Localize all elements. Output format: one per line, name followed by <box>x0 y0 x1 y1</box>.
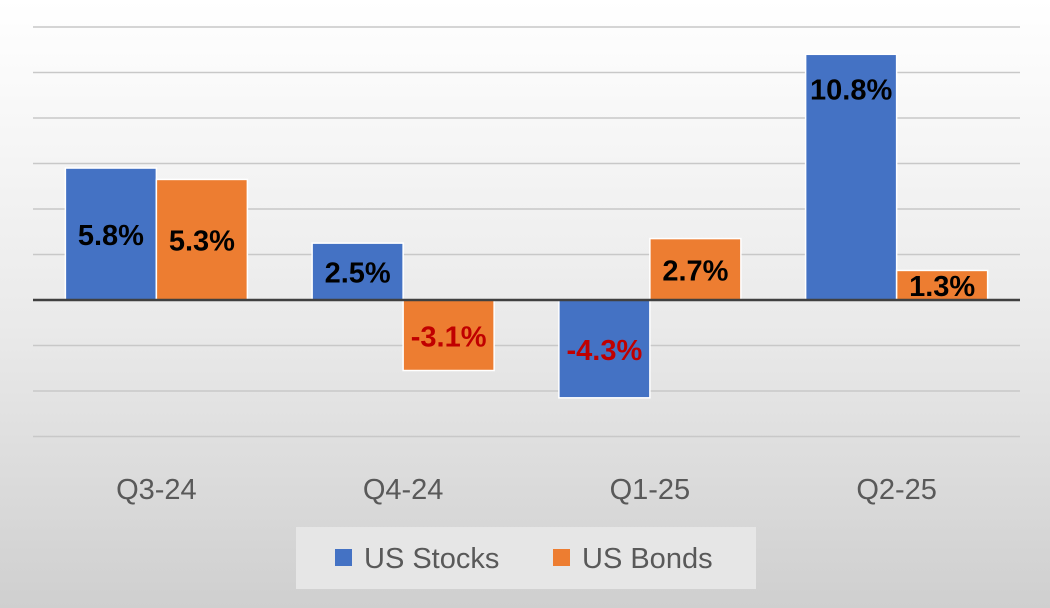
legend-box <box>296 527 756 589</box>
x-tick-label-q2-25: Q2-25 <box>856 474 937 506</box>
data-label-us-bonds-q1-25: 2.7% <box>662 255 728 287</box>
data-label-us-stocks-q2-25: 10.8% <box>810 74 892 106</box>
x-tick-label-q4-24: Q4-24 <box>363 474 444 506</box>
x-tick-label-q1-25: Q1-25 <box>610 474 691 506</box>
legend-label-us-bonds: US Bonds <box>582 543 713 575</box>
bar-us-stocks-q1-25 <box>558 299 651 399</box>
bar-us-stocks-q2-25 <box>804 53 898 301</box>
data-label-us-bonds-q2-25: 1.3% <box>909 271 975 303</box>
legend-swatch-us-stocks <box>335 549 352 566</box>
data-label-us-stocks-q4-24: 2.5% <box>325 258 391 290</box>
data-label-us-bonds-q3-24: 5.3% <box>169 226 235 258</box>
legend-label-us-stocks: US Stocks <box>364 543 499 575</box>
bars <box>64 53 989 399</box>
data-label-us-stocks-q1-25: -4.3% <box>566 335 642 367</box>
bar-us-bonds-q2-25 <box>895 269 989 301</box>
data-label-us-stocks-q3-24: 5.8% <box>78 220 144 252</box>
bar-us-bonds-q1-25 <box>649 237 742 301</box>
bar-us-bonds-q4-24 <box>402 299 495 372</box>
legend-swatch-us-bonds <box>553 549 570 566</box>
x-axis-tick-labels: Q3-24 Q4-24 Q1-25 Q2-25 <box>116 474 937 506</box>
data-labels: 5.8% 5.3% 2.5% -3.1% -4.3% 2.7% 10.8% 1.3% <box>78 74 976 367</box>
data-label-us-bonds-q4-24: -3.1% <box>411 321 487 353</box>
legend: US Stocks US Bonds <box>296 527 756 589</box>
x-tick-label-q3-24: Q3-24 <box>116 474 197 506</box>
